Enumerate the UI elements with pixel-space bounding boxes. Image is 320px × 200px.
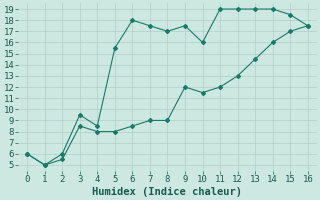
X-axis label: Humidex (Indice chaleur): Humidex (Indice chaleur) (92, 186, 243, 197)
